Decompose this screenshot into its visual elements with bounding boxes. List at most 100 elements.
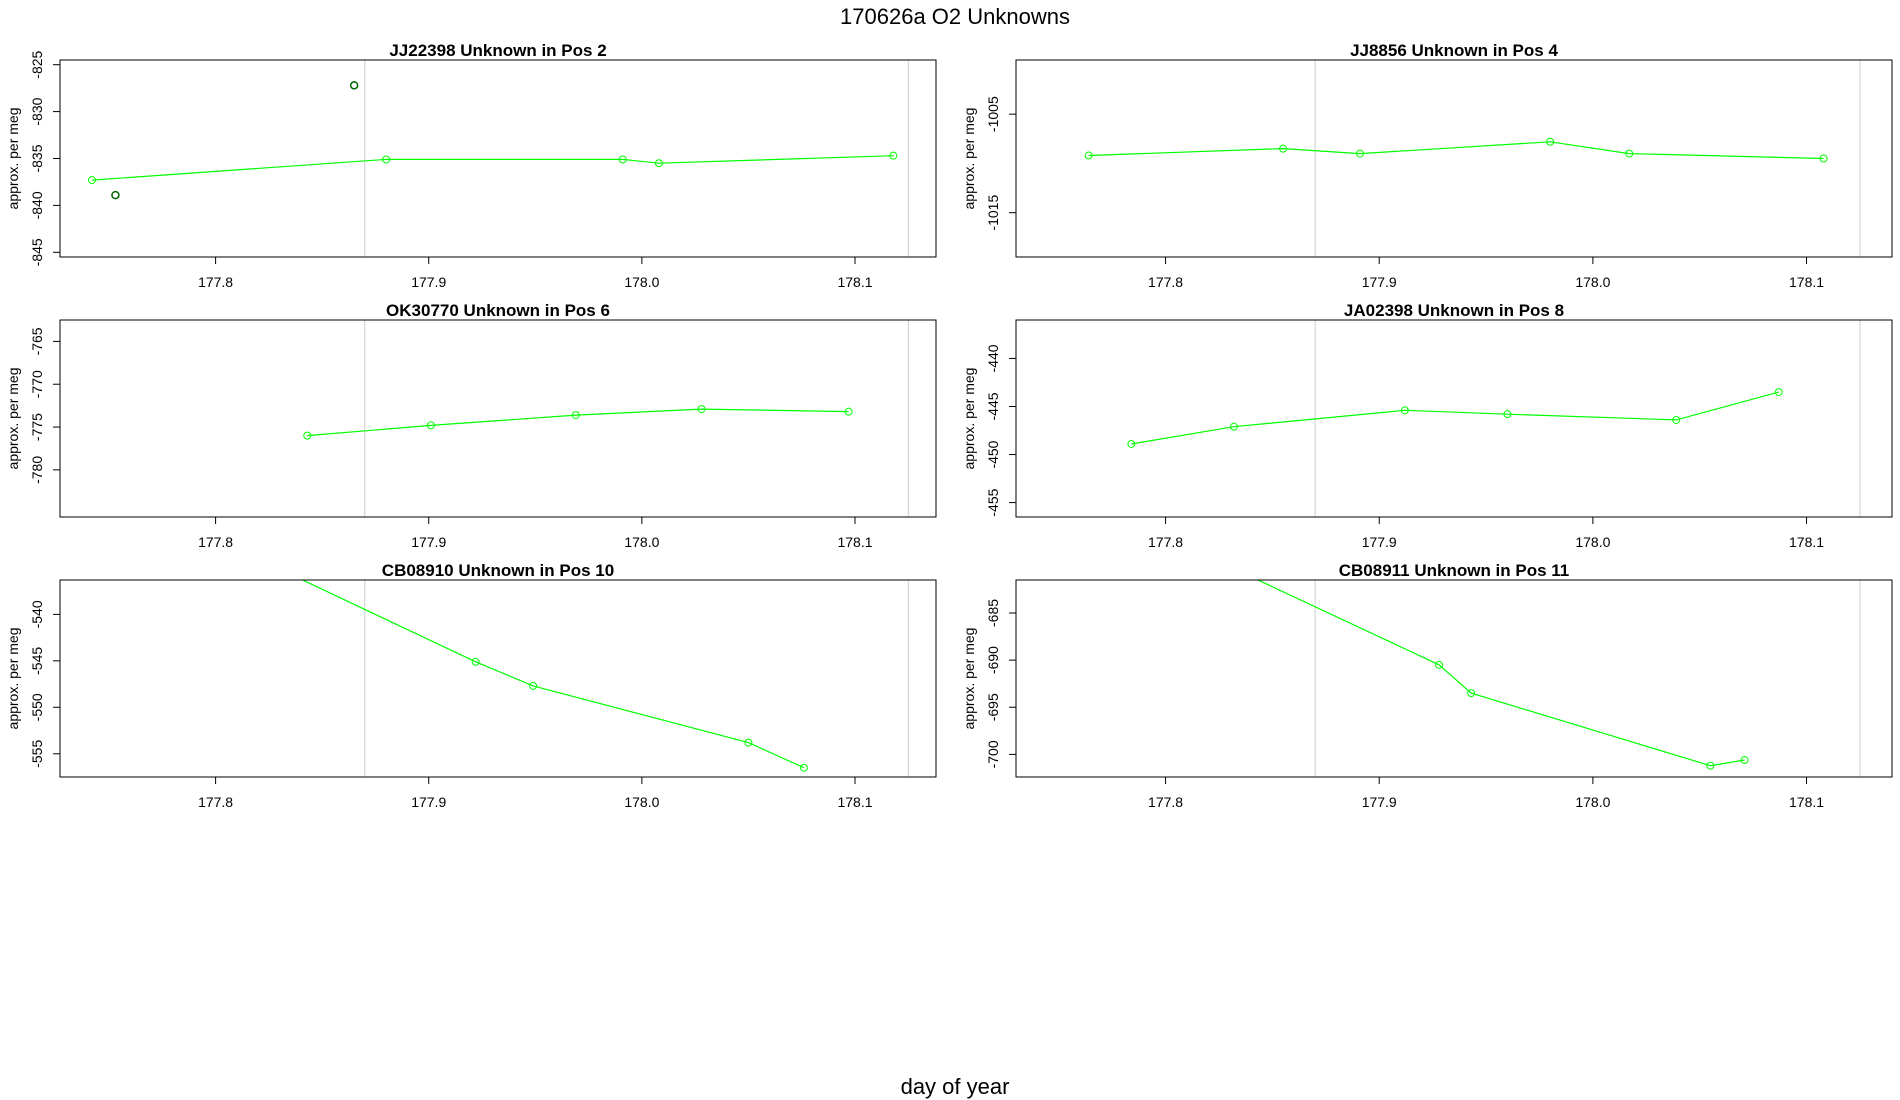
- x-axis-label: day of year: [901, 1074, 1010, 1099]
- x-tick-label: 178.1: [1789, 794, 1824, 810]
- y-tick-label: -550: [29, 693, 45, 721]
- x-tick-label: 178.0: [624, 534, 659, 550]
- data-point: [889, 151, 898, 160]
- series-line: [301, 580, 805, 769]
- y-axis-label: approx. per meg: [961, 108, 977, 210]
- data-point: [1084, 151, 1093, 160]
- chart-panel-3: OK30770 Unknown in Pos 6 177.8 177.9 178.0 1…: [5, 301, 937, 550]
- y-tick-label: -690: [985, 646, 1001, 674]
- x-tick-label: 177.9: [1362, 534, 1397, 550]
- data-point: [1546, 137, 1555, 146]
- series-line: [1088, 141, 1824, 160]
- x-tick-label: 178.0: [1575, 534, 1610, 550]
- y-tick-label: -455: [985, 488, 1001, 516]
- data-point: [87, 176, 96, 185]
- x-tick-label: 177.9: [1362, 794, 1397, 810]
- panel-title: JJ8856 Unknown in Pos 4: [1350, 41, 1558, 60]
- data-point: [1706, 761, 1715, 770]
- data-point: [1229, 422, 1238, 431]
- y-tick-label: -1005: [985, 96, 1001, 132]
- data-point: [1467, 689, 1476, 698]
- data-point: [529, 681, 538, 690]
- x-tick-label: 177.8: [1148, 274, 1183, 290]
- y-tick-label: -540: [29, 600, 45, 628]
- data-point: [426, 421, 435, 430]
- series-line: [1256, 580, 1745, 767]
- data-point: [303, 431, 312, 440]
- x-tick-label: 178.1: [837, 274, 872, 290]
- chart-panel-5: CB08910 Unknown in Pos 10 177.8 177.9 178.0…: [5, 550, 937, 810]
- panel-title: CB08911 Unknown in Pos 11: [1339, 561, 1570, 580]
- data-point: [471, 657, 480, 666]
- y-tick-label: -770: [29, 370, 45, 398]
- panel-title: JA02398 Unknown in Pos 8: [1344, 301, 1564, 320]
- data-point: [1194, 548, 1201, 555]
- chart-panel-1: JJ22398 Unknown in Pos 2 177.8 177.9 178.0 1…: [5, 41, 937, 290]
- panel-frame: [59, 579, 937, 778]
- x-tick-label: 178.0: [624, 274, 659, 290]
- x-tick-label: 178.0: [1575, 274, 1610, 290]
- data-point: [1774, 388, 1783, 397]
- data-point: [244, 550, 251, 557]
- figure-title: 170626a O2 Unknowns: [840, 4, 1070, 29]
- x-tick-label: 177.9: [411, 534, 446, 550]
- x-tick-label: 177.9: [1362, 274, 1397, 290]
- x-tick-label: 177.8: [1148, 534, 1183, 550]
- y-tick-label: -830: [29, 97, 45, 125]
- x-tick-label: 178.1: [1789, 274, 1824, 290]
- y-tick-label: -840: [29, 191, 45, 219]
- y-tick-label: -440: [985, 344, 1001, 372]
- y-tick-label: -545: [29, 647, 45, 675]
- panel-frame: [59, 319, 937, 518]
- x-tick-label: 177.9: [411, 794, 446, 810]
- data-point: [1503, 410, 1512, 419]
- x-tick-label: 177.8: [198, 794, 233, 810]
- series-line: [307, 408, 849, 437]
- x-tick-label: 178.1: [1789, 534, 1824, 550]
- data-point: [618, 155, 627, 164]
- panel-frame: [1015, 319, 1893, 518]
- y-tick-label: -685: [985, 599, 1001, 627]
- x-tick-label: 178.0: [624, 794, 659, 810]
- series-line: [1131, 391, 1779, 445]
- panel-frame: [1015, 59, 1893, 258]
- data-point: [1400, 406, 1409, 415]
- panels-group: JJ22398 Unknown in Pos 2 177.8 177.9 178.0 1…: [5, 41, 1893, 810]
- data-point: [1625, 149, 1634, 158]
- y-tick-label: -765: [29, 327, 45, 355]
- x-tick-label: 177.8: [1148, 794, 1183, 810]
- data-point: [571, 411, 580, 420]
- x-tick-label: 178.1: [837, 534, 872, 550]
- data-point: [744, 738, 753, 747]
- y-axis-label: approx. per meg: [5, 368, 21, 470]
- highlighted-point: [349, 81, 359, 90]
- x-tick-label: 177.9: [411, 274, 446, 290]
- y-tick-label: -825: [29, 50, 45, 78]
- y-axis-label: approx. per meg: [961, 628, 977, 730]
- x-tick-label: 178.0: [1575, 794, 1610, 810]
- x-tick-label: 178.1: [837, 794, 872, 810]
- data-point: [1740, 756, 1749, 765]
- data-point: [1435, 660, 1444, 669]
- y-tick-label: -555: [29, 740, 45, 768]
- data-point: [1279, 144, 1288, 153]
- chart-panel-2: JJ8856 Unknown in Pos 4 177.8 177.9 178.0 17…: [961, 41, 1893, 290]
- data-point: [1672, 415, 1681, 424]
- data-point: [697, 405, 706, 414]
- series-line: [91, 155, 894, 181]
- data-point: [382, 155, 391, 164]
- y-tick-label: -445: [985, 392, 1001, 420]
- x-tick-label: 177.8: [198, 534, 233, 550]
- y-axis-label: approx. per meg: [5, 108, 21, 210]
- panel-title: JJ22398 Unknown in Pos 2: [389, 41, 606, 60]
- y-axis-label: approx. per meg: [5, 628, 21, 730]
- data-point: [799, 763, 808, 772]
- data-point: [844, 407, 853, 416]
- panel-title: CB08910 Unknown in Pos 10: [382, 561, 614, 580]
- y-tick-label: -775: [29, 413, 45, 441]
- y-tick-label: -845: [29, 238, 45, 266]
- y-tick-label: -780: [29, 456, 45, 484]
- y-tick-label: -1015: [985, 195, 1001, 231]
- highlighted-point: [111, 190, 120, 200]
